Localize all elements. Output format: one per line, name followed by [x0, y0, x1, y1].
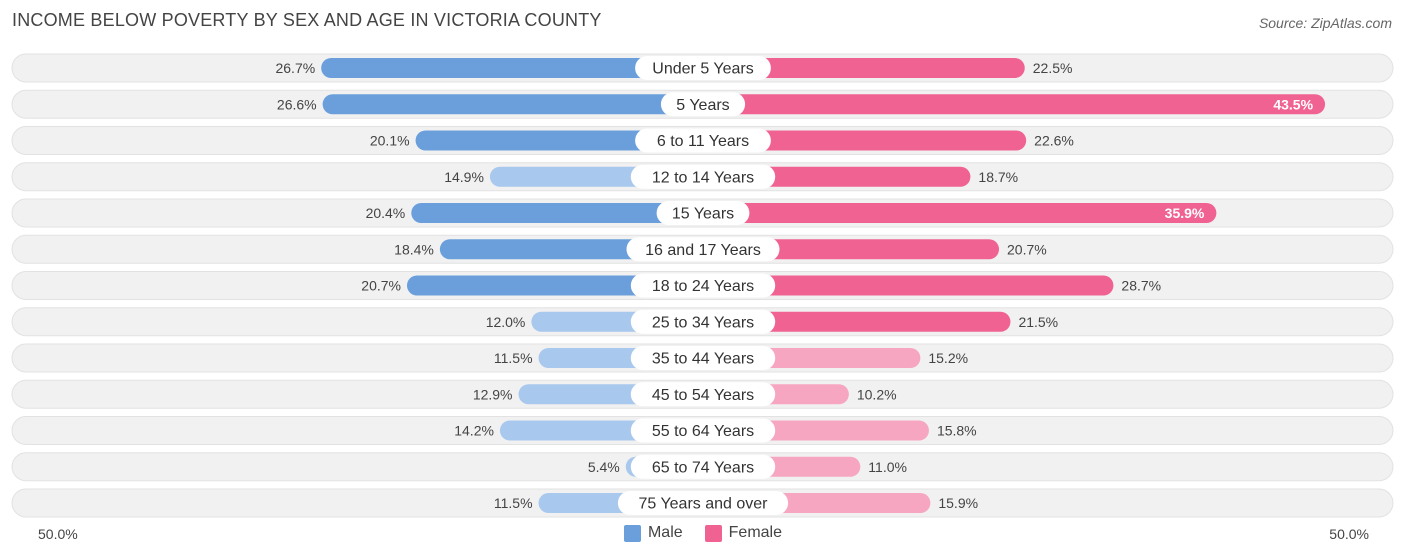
value-label-female: 22.6% — [1034, 133, 1074, 149]
value-label-female: 10.2% — [857, 386, 897, 402]
category-label: 65 to 74 Years — [652, 459, 754, 476]
poverty-chart: 26.7% 22.5% Under 5 Years 26.6% 43.5% 5 Years… — [11, 53, 1394, 518]
value-label-male: 5.4% — [588, 459, 620, 475]
value-label-female: 28.7% — [1121, 278, 1161, 294]
legend-item-male: Male — [623, 524, 683, 542]
category-pill — [630, 454, 776, 479]
legend: Male Female — [0, 524, 1406, 542]
category-label: 12 to 14 Years — [652, 169, 754, 186]
value-label-female: 20.7% — [1007, 241, 1047, 257]
value-label-male: 11.5% — [494, 350, 533, 366]
bar-female — [703, 94, 1326, 115]
bar-female — [703, 58, 1025, 78]
axis-right-label: 50.0% — [1329, 526, 1369, 542]
value-label-female: 18.7% — [978, 169, 1018, 185]
value-label-female: 35.9% — [1165, 205, 1205, 221]
value-label-male: 14.9% — [444, 169, 484, 185]
value-label-female: 15.9% — [938, 495, 978, 511]
axis-left-label: 50.0% — [38, 526, 78, 542]
bar-male — [321, 58, 703, 78]
bar-female — [703, 130, 1027, 151]
category-label: 35 to 44 Years — [652, 351, 754, 368]
value-label-female: 21.5% — [1018, 314, 1058, 330]
value-label-female: 22.5% — [1033, 60, 1073, 76]
chart-title: INCOME BELOW POVERTY BY SEX AND AGE IN V… — [12, 10, 602, 30]
legend-swatch-male — [623, 524, 641, 542]
category-pill — [660, 92, 746, 117]
value-label-female: 11.0% — [868, 459, 907, 475]
value-label-female: 15.2% — [928, 350, 968, 366]
source-label: Source: ZipAtlas.com — [1258, 15, 1392, 31]
category-label: 55 to 64 Years — [652, 423, 754, 440]
value-label-male: 20.4% — [366, 205, 406, 221]
category-label: 15 Years — [672, 206, 734, 223]
category-pill — [630, 382, 776, 407]
category-label: Under 5 Years — [652, 61, 753, 78]
bar-male — [415, 130, 703, 151]
bar-male — [322, 94, 703, 115]
value-label-male: 26.6% — [277, 96, 317, 112]
legend-item-female: Female — [704, 524, 783, 542]
category-label: 25 to 34 Years — [652, 314, 754, 331]
bar-male — [411, 203, 703, 223]
value-label-female: 43.5% — [1273, 96, 1313, 112]
legend-label-female: Female — [728, 524, 783, 541]
value-label-male: 12.9% — [473, 386, 513, 402]
bar-female — [703, 275, 1114, 296]
category-label: 5 Years — [676, 97, 729, 114]
value-label-male: 20.1% — [370, 133, 410, 149]
value-label-male: 26.7% — [275, 60, 315, 76]
category-label: 16 and 17 Years — [645, 242, 761, 259]
value-label-male: 11.5% — [494, 495, 533, 511]
bar-female — [703, 203, 1217, 223]
value-label-female: 15.8% — [937, 423, 977, 439]
value-label-male: 14.2% — [454, 423, 494, 439]
category-pill — [630, 418, 776, 443]
category-pill — [635, 56, 771, 80]
category-pill — [630, 309, 776, 334]
value-label-male: 12.0% — [486, 314, 526, 330]
category-label: 75 Years and over — [639, 496, 769, 513]
value-label-male: 20.7% — [361, 278, 401, 294]
category-pill — [626, 237, 780, 262]
legend-swatch-female — [704, 524, 722, 542]
bar-male — [406, 275, 703, 296]
value-label-male: 18.4% — [394, 241, 434, 257]
legend-label-male: Male — [647, 524, 683, 541]
category-pill — [630, 346, 776, 370]
category-label: 6 to 11 Years — [657, 133, 749, 150]
category-pill — [630, 164, 776, 189]
category-pill — [635, 128, 771, 153]
bar-female — [703, 311, 1011, 332]
category-pill — [617, 491, 789, 515]
category-label: 45 to 54 Years — [652, 387, 754, 404]
category-pill — [630, 273, 776, 298]
category-pill — [656, 201, 750, 225]
category-label: 18 to 24 Years — [652, 278, 754, 295]
